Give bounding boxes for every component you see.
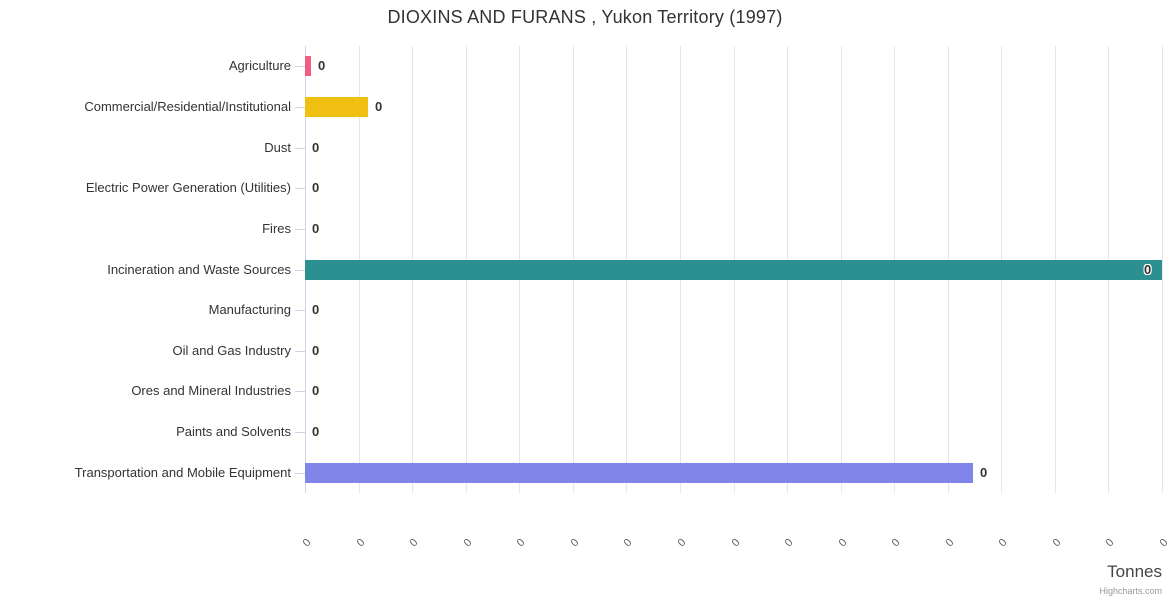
category-label: Fires xyxy=(262,221,291,236)
category-label: Ores and Mineral Industries xyxy=(131,383,291,398)
data-label: 0 xyxy=(312,383,320,398)
category-tick xyxy=(295,270,305,271)
x-axis-tick-label: 0 xyxy=(621,536,635,550)
category-label: Incineration and Waste Sources xyxy=(107,262,291,277)
data-label: 0 xyxy=(312,221,320,236)
x-axis-tick-label: 0 xyxy=(782,536,796,550)
category-tick xyxy=(295,391,305,392)
x-axis-tick-label: 0 xyxy=(996,536,1010,550)
x-axis-tick-label: 0 xyxy=(836,536,850,550)
category-tick xyxy=(295,351,305,352)
x-axis-tick-label: 0 xyxy=(568,536,582,550)
category-tick xyxy=(295,107,305,108)
category-tick xyxy=(295,66,305,67)
category-tick xyxy=(295,473,305,474)
category-tick xyxy=(295,188,305,189)
x-axis-tick-label: 0 xyxy=(407,536,421,550)
x-axis-tick-label: 0 xyxy=(1157,536,1170,550)
category-label: Oil and Gas Industry xyxy=(172,343,292,358)
category-label: Transportation and Mobile Equipment xyxy=(74,465,291,480)
data-label: 0 xyxy=(312,180,320,195)
category-label: Paints and Solvents xyxy=(176,424,291,439)
category-tick xyxy=(295,310,305,311)
x-axis-tick-label: 0 xyxy=(300,536,314,550)
x-axis-tick-label: 0 xyxy=(1103,536,1117,550)
highcharts-credit[interactable]: Highcharts.com xyxy=(1099,586,1162,596)
x-axis-tick-label: 0 xyxy=(1050,536,1064,550)
category-label: Electric Power Generation (Utilities) xyxy=(85,180,291,195)
x-axis-title: Tonnes xyxy=(1107,562,1162,581)
category-tick xyxy=(295,229,305,230)
bar[interactable] xyxy=(305,97,368,117)
data-label: 0 xyxy=(312,140,320,155)
data-label: 0 xyxy=(312,343,320,358)
bar[interactable] xyxy=(305,56,311,76)
category-tick xyxy=(295,432,305,433)
data-label: 0 xyxy=(1144,262,1152,277)
chart-title: DIOXINS AND FURANS , Yukon Territory (19… xyxy=(387,7,783,27)
bar[interactable] xyxy=(305,463,973,483)
category-label: Manufacturing xyxy=(208,302,291,317)
x-axis-tick-label: 0 xyxy=(461,536,475,550)
category-label: Commercial/Residential/Institutional xyxy=(84,99,291,114)
data-label: 0 xyxy=(375,99,383,114)
x-axis-tick-label: 0 xyxy=(675,536,689,550)
x-axis-tick-label: 0 xyxy=(889,536,903,550)
data-label: 0 xyxy=(312,302,320,317)
category-tick xyxy=(295,148,305,149)
data-label: 0 xyxy=(312,424,320,439)
data-label: 0 xyxy=(318,58,326,73)
bar[interactable] xyxy=(305,260,1162,280)
x-axis-tick-label: 0 xyxy=(354,536,368,550)
x-axis-tick-label: 0 xyxy=(514,536,528,550)
data-label: 0 xyxy=(980,465,988,480)
x-axis-tick-label: 0 xyxy=(729,536,743,550)
gridline xyxy=(1162,46,1163,493)
category-label: Dust xyxy=(264,140,291,155)
category-label: Agriculture xyxy=(228,58,291,73)
x-axis-tick-label: 0 xyxy=(943,536,957,550)
